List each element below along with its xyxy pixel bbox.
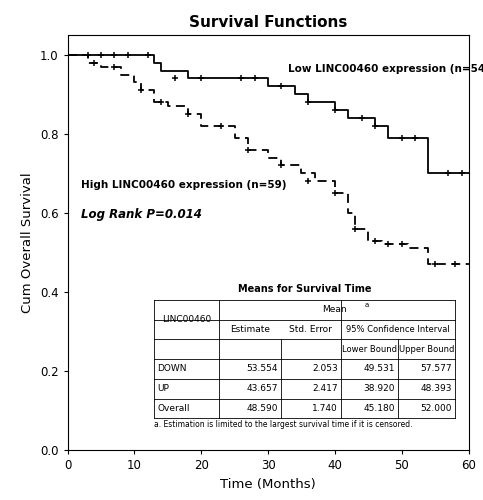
Text: Low LINC00460 expression (n=54): Low LINC00460 expression (n=54) xyxy=(288,64,483,74)
Y-axis label: Cum Overall Survival: Cum Overall Survival xyxy=(21,172,34,313)
Text: Means for Survival Time: Means for Survival Time xyxy=(238,284,371,294)
Text: High LINC00460 expression (n=59): High LINC00460 expression (n=59) xyxy=(81,180,286,190)
Title: Survival Functions: Survival Functions xyxy=(189,14,347,30)
Text: Log Rank P=0.014: Log Rank P=0.014 xyxy=(81,208,202,222)
Text: a. Estimation is limited to the largest survival time if it is censored.: a. Estimation is limited to the largest … xyxy=(155,420,413,430)
X-axis label: Time (Months): Time (Months) xyxy=(220,478,316,490)
